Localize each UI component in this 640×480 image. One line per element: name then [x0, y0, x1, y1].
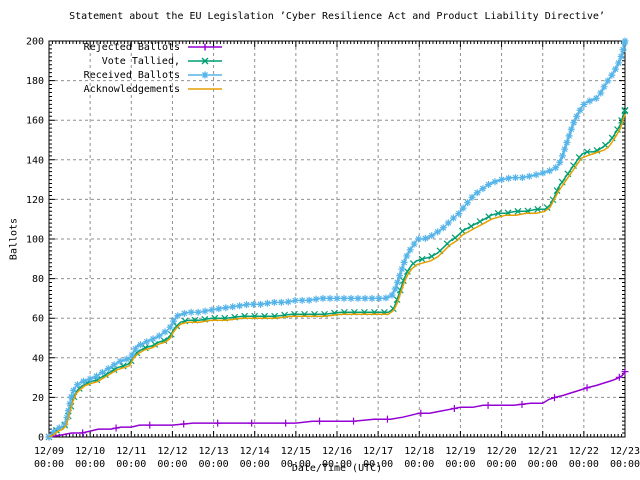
legend-item: Rejected Ballots — [53, 40, 224, 54]
plot-border — [48, 40, 626, 438]
grid-lines — [49, 41, 625, 437]
x-tick-label-date: 12/14 — [240, 446, 270, 457]
x-tick-label-date: 12/18 — [404, 446, 434, 457]
y-tick-label: 180 — [26, 76, 44, 87]
y-tick-label: 40 — [32, 353, 44, 364]
x-tick-label-time: 00:00 — [487, 459, 517, 470]
x-tick-label-date: 12/20 — [487, 446, 517, 457]
x-axis-label: Date/Time (UTC) — [291, 463, 383, 474]
y-tick-label: 100 — [26, 235, 44, 246]
x-tick-label-date: 12/16 — [322, 446, 352, 457]
x-tick-label-date: 12/09 — [34, 446, 64, 457]
legend-sample-plus-icon — [188, 43, 222, 51]
x-tick-label-date: 12/17 — [363, 446, 393, 457]
x-tick-label-date: 12/10 — [75, 446, 105, 457]
x-tick-label-time: 00:00 — [404, 459, 434, 470]
x-tick-label-date: 12/22 — [569, 446, 599, 457]
y-tick-label: 200 — [26, 37, 44, 48]
legend-sample-cross-icon — [188, 57, 222, 65]
x-tick-label-date: 12/21 — [528, 446, 558, 457]
x-tick-label-time: 00:00 — [75, 459, 105, 470]
x-tick-label-date: 12/13 — [199, 446, 229, 457]
legend-label: Vote Tallied, — [101, 55, 180, 67]
y-tick-label: 160 — [26, 116, 44, 127]
legend-sample-asterisk-icon — [188, 71, 222, 79]
chart-title: Statement about the EU Legislation ’Cybe… — [69, 11, 605, 22]
x-tick-label-date: 12/19 — [445, 446, 475, 457]
x-tick-label-time: 00:00 — [34, 459, 64, 470]
y-tick-label: 80 — [32, 274, 44, 285]
x-tick-label-time: 00:00 — [569, 459, 599, 470]
y-tick-label: 60 — [32, 314, 44, 325]
x-tick-label-time: 00:00 — [322, 459, 352, 470]
y-tick-label: 20 — [32, 393, 44, 404]
y-tick-label: 120 — [26, 195, 44, 206]
x-tick-label-time: 00:00 — [199, 459, 229, 470]
y-tick-label: 140 — [26, 155, 44, 166]
legend-label: Acknowledgements — [83, 83, 180, 95]
legend-item: Acknowledgements — [53, 82, 224, 96]
legend-label: Received Ballots — [83, 69, 180, 81]
y-tick-label: 0 — [38, 433, 44, 444]
x-tick-label-time: 00:00 — [116, 459, 146, 470]
x-tick-label-time: 00:00 — [157, 459, 187, 470]
x-tick-label-time: 00:00 — [610, 459, 640, 470]
legend: Rejected Ballots Vote Tallied, Received Ba… — [53, 40, 224, 96]
x-tick-label-date: 12/23 — [610, 446, 640, 457]
x-tick-label-time: 00:00 — [240, 459, 270, 470]
legend-item: Vote Tallied, — [53, 54, 224, 68]
legend-item: Received Ballots — [53, 68, 224, 82]
x-tick-label-time: 00:00 — [445, 459, 475, 470]
x-tick-label-date: 12/11 — [116, 446, 146, 457]
x-tick-label-time: 00:00 — [528, 459, 558, 470]
x-tick-label-date: 12/15 — [281, 446, 311, 457]
x-tick-label-time: 00:00 — [363, 459, 393, 470]
legend-sample-none-icon — [188, 88, 222, 90]
x-tick-label-time: 00:00 — [281, 459, 311, 470]
x-tick-label-date: 12/12 — [157, 446, 187, 457]
legend-label: Rejected Ballots — [83, 41, 180, 53]
series-line-acknowledgements — [48, 114, 626, 438]
